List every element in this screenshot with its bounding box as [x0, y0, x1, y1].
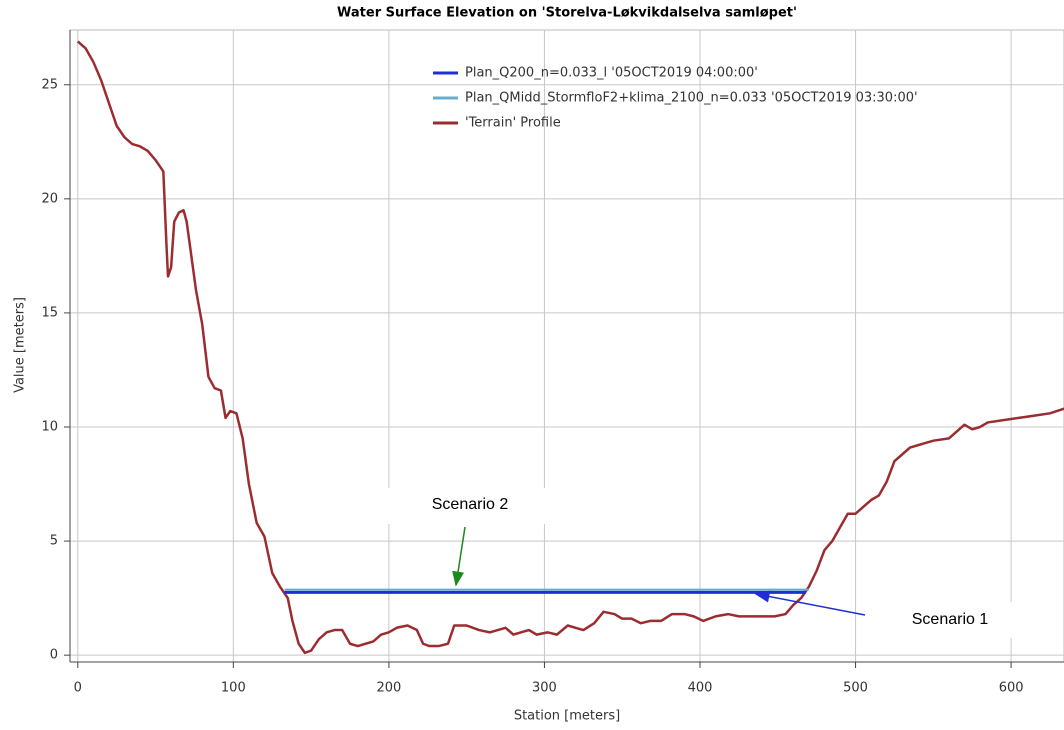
- x-tick-label: 300: [532, 681, 557, 696]
- x-tick-label: 0: [74, 681, 82, 696]
- annotation-box: [385, 488, 555, 524]
- y-axis-label: Value [meters]: [13, 297, 28, 393]
- series-line: [76, 40, 1064, 655]
- x-tick-label: 200: [376, 681, 401, 696]
- y-tick-label: 15: [41, 305, 58, 320]
- annotation-box: [865, 602, 1035, 638]
- legend-label: 'Terrain' Profile: [465, 116, 561, 131]
- arrow: [452, 526, 466, 587]
- chart-title: Water Surface Elevation on 'Storelva-Løk…: [337, 6, 797, 21]
- y-tick-label: 25: [41, 77, 58, 92]
- y-tick-label: 10: [41, 419, 58, 434]
- x-axis-label: Station [meters]: [514, 709, 620, 724]
- legend-label: Plan_QMidd_StormfloF2+klima_2100_n=0.033…: [465, 91, 918, 106]
- y-tick-label: 5: [50, 534, 58, 549]
- plot-area: [69, 29, 1064, 663]
- y-tick-label: 0: [50, 648, 58, 663]
- x-tick-label: 100: [221, 681, 246, 696]
- annotation: Scenario 2: [432, 496, 509, 513]
- annotation: Scenario 1: [912, 611, 989, 628]
- arrow: [754, 590, 866, 616]
- x-tick-label: 400: [688, 681, 713, 696]
- x-tick-label: 500: [843, 681, 868, 696]
- x-tick-label: 600: [999, 681, 1024, 696]
- legend-label: Plan_Q200_n=0.033_l '05OCT2019 04:00:00': [465, 66, 758, 81]
- y-tick-label: 20: [41, 191, 58, 206]
